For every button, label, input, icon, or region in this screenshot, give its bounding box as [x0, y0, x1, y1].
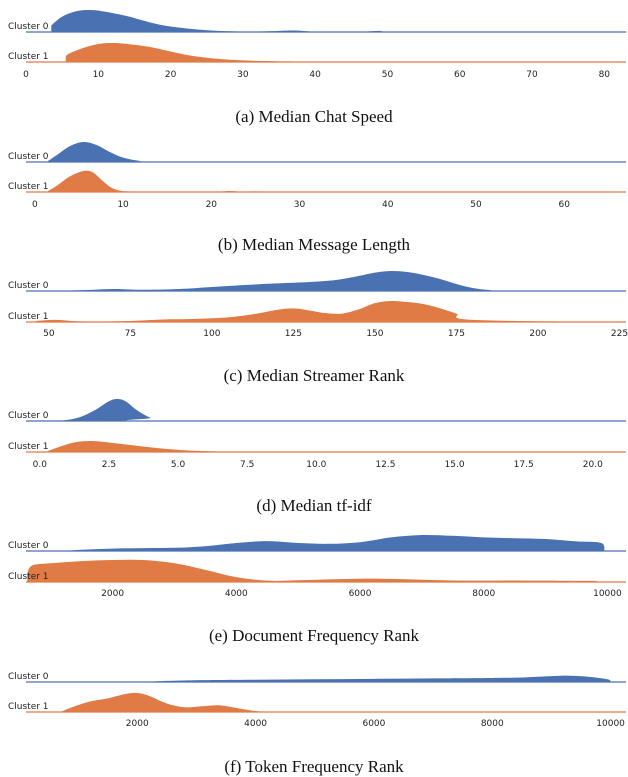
density-cluster-0-panel-6 [143, 675, 611, 682]
tick-label: 4000 [244, 719, 267, 729]
density-cluster-0-panel-3 [35, 270, 626, 292]
tick-label: 50 [470, 200, 482, 210]
cluster-label-1-panel-3: Cluster 1 [8, 312, 49, 322]
tick-label: 6000 [362, 719, 385, 729]
cluster-label-1-panel-5: Cluster 1 [8, 572, 49, 582]
density-cluster-1-panel-6 [60, 692, 268, 712]
density-cluster-1-panel-2 [48, 170, 627, 193]
tick-label: 2.5 [102, 460, 116, 470]
tick-label: 15.0 [445, 460, 465, 470]
tick-label: 10000 [593, 589, 622, 599]
panel-5: Cluster 0 Cluster 1 2000 4000 6000 8000 10000 (… [8, 534, 626, 645]
panel-caption: (d) Median tf-idf [256, 496, 372, 515]
tick-label: 20 [206, 200, 218, 210]
panel-3: Cluster 0 Cluster 1 50 75 100 125 150 175 200 225… [8, 270, 628, 385]
tick-label: 70 [526, 70, 538, 80]
tick-label: 30 [294, 200, 306, 210]
tick-label: 5.0 [171, 460, 186, 470]
panel-caption: (b) Median Message Length [218, 235, 411, 254]
panel-4: Cluster 0 Cluster 1 0.0 2.5 5.0 7.5 10.0 12.5 15… [8, 399, 627, 515]
panel-caption: (a) Median Chat Speed [235, 107, 393, 126]
tick-label: 10 [93, 70, 105, 80]
density-cluster-0-panel-1 [51, 9, 627, 33]
cluster-label-0-panel-4: Cluster 0 [8, 411, 49, 421]
tick-label: 175 [448, 329, 465, 339]
tick-label: 0 [32, 200, 38, 210]
tick-label: 75 [125, 329, 136, 339]
tick-label: 8000 [472, 589, 495, 599]
tick-label: 225 [611, 329, 628, 339]
tick-label: 12.5 [375, 460, 395, 470]
panel-6: Cluster 0 Cluster 1 2000 4000 6000 8000 10000 (… [8, 672, 626, 776]
tick-label: 0.0 [33, 460, 48, 470]
tick-label: 60 [559, 200, 571, 210]
tick-label: 60 [454, 70, 466, 80]
density-cluster-1-panel-3 [35, 300, 626, 322]
tick-label: 100 [203, 329, 220, 339]
density-cluster-1-panel-5 [27, 559, 599, 582]
cluster-label-0-panel-2: Cluster 0 [8, 152, 49, 162]
tick-label: 7.5 [240, 460, 254, 470]
cluster-label-0-panel-5: Cluster 0 [8, 541, 49, 551]
tick-label: 0 [23, 70, 29, 80]
tick-label: 80 [599, 70, 611, 80]
tick-label: 20.0 [583, 460, 603, 470]
panel-caption: (c) Median Streamer Rank [224, 366, 405, 385]
density-cluster-0-panel-4 [53, 399, 626, 422]
cluster-label-1-panel-2: Cluster 1 [8, 182, 49, 192]
density-cluster-1-panel-1 [65, 43, 626, 63]
tick-label: 125 [285, 329, 302, 339]
tick-label: 30 [237, 70, 249, 80]
cluster-label-0-panel-1: Cluster 0 [8, 22, 49, 32]
tick-label: 40 [382, 200, 394, 210]
tick-label: 10000 [596, 719, 625, 729]
tick-label: 10.0 [306, 460, 326, 470]
panel-caption: (f) Token Frequency Rank [224, 757, 404, 776]
tick-label: 20 [165, 70, 177, 80]
tick-label: 17.5 [514, 460, 534, 470]
tick-label: 40 [309, 70, 321, 80]
density-cluster-0-panel-5 [69, 534, 605, 551]
tick-label: 4000 [225, 589, 248, 599]
panel-1: Cluster 0 Cluster 1 0 10 20 30 40 50 60 70 80 (a) M… [8, 9, 627, 126]
tick-label: 50 [43, 329, 55, 339]
tick-label: 50 [382, 70, 394, 80]
tick-label: 150 [366, 329, 383, 339]
density-cluster-0-panel-2 [48, 141, 627, 163]
tick-label: 2000 [126, 719, 149, 729]
tick-label: 8000 [481, 719, 504, 729]
cluster-label-1-panel-1: Cluster 1 [8, 52, 49, 62]
panel-2: Cluster 0 Cluster 1 0 10 20 30 40 50 60 (b) Media… [8, 141, 627, 254]
cluster-label-1-panel-6: Cluster 1 [8, 702, 49, 712]
cluster-label-0-panel-6: Cluster 0 [8, 672, 49, 682]
tick-label: 200 [529, 329, 546, 339]
cluster-label-1-panel-4: Cluster 1 [8, 442, 49, 452]
tick-label: 2000 [101, 589, 124, 599]
density-cluster-1-panel-4 [48, 440, 627, 453]
cluster-label-0-panel-3: Cluster 0 [8, 281, 49, 291]
tick-label: 10 [117, 200, 129, 210]
tick-label: 6000 [349, 589, 372, 599]
panel-caption: (e) Document Frequency Rank [209, 626, 420, 645]
